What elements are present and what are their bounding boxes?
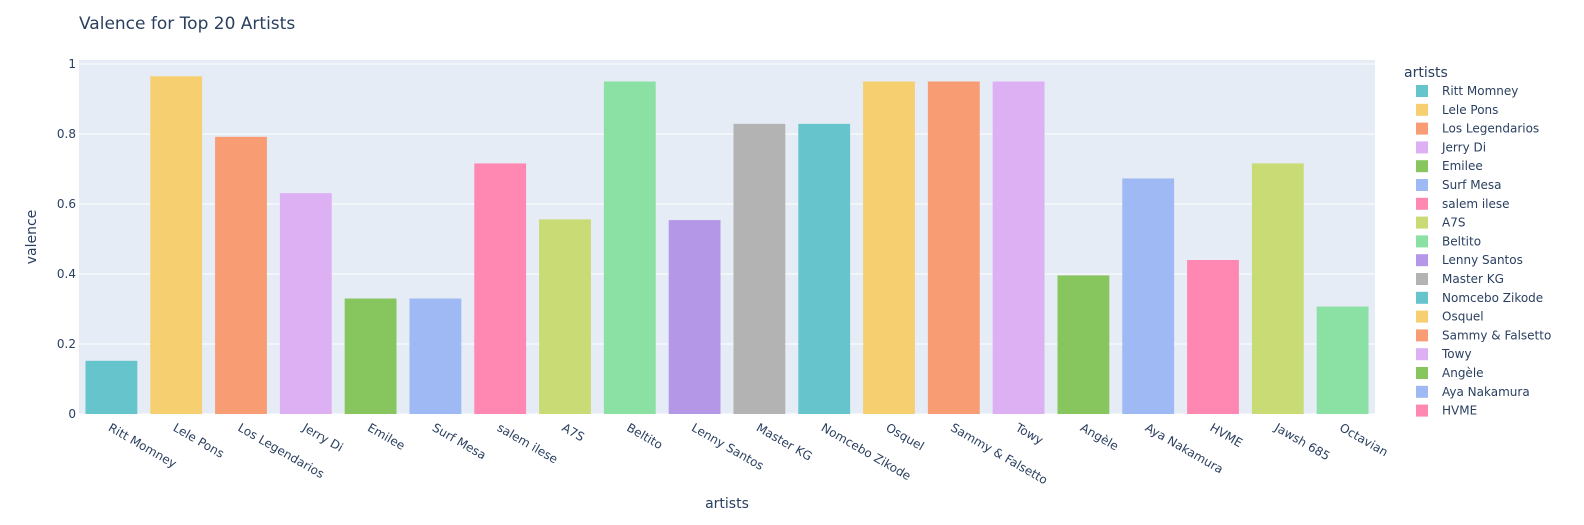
bar[interactable] <box>474 163 527 414</box>
x-axis-title: artists <box>705 496 749 512</box>
x-tick-label: Osquel <box>884 420 927 453</box>
legend-item-label[interactable]: Los Legendarios <box>1442 122 1539 136</box>
x-tick-label: Octavian <box>1337 420 1390 459</box>
legend-swatch[interactable] <box>1416 385 1428 398</box>
bar[interactable] <box>603 81 656 415</box>
x-tick-label: A7S <box>560 420 587 444</box>
x-tick-label: Jerry Di <box>299 420 345 455</box>
bar[interactable] <box>215 136 267 415</box>
legend-swatch[interactable] <box>1416 216 1428 229</box>
x-tick-label: HVME <box>1208 420 1245 450</box>
legend-swatch[interactable] <box>1416 273 1428 285</box>
legend-swatch[interactable] <box>1416 179 1428 191</box>
legend-item-label[interactable]: Beltito <box>1442 234 1481 248</box>
legend-item-label[interactable]: A7S <box>1442 216 1465 230</box>
y-tick-label: 0.8 <box>57 127 76 141</box>
legend-item-label[interactable]: Nomcebo Zikode <box>1442 291 1543 305</box>
legend[interactable]: artists Ritt Momney Lele Pons Los Legendar… <box>1404 65 1551 418</box>
legend-item-label[interactable]: HVME <box>1442 404 1477 418</box>
bar[interactable] <box>863 81 915 415</box>
legend-item-label[interactable]: Lenny Santos <box>1442 253 1523 267</box>
x-tick-label: Emilee <box>365 420 407 452</box>
legend-item-label[interactable]: Master KG <box>1442 272 1504 286</box>
legend-swatch[interactable] <box>1416 141 1428 154</box>
x-tick-label: Surf Mesa <box>430 420 489 462</box>
bar[interactable] <box>992 81 1045 415</box>
x-tick-label: Towy <box>1012 420 1045 447</box>
legend-item-label[interactable]: Emilee <box>1442 159 1483 173</box>
x-tick-label: Angèle <box>1078 420 1121 453</box>
legend-item-label[interactable]: Aya Nakamura <box>1442 385 1530 399</box>
legend-swatch[interactable] <box>1416 254 1428 267</box>
y-tick-label: 0 <box>68 407 76 421</box>
legend-swatch[interactable] <box>1416 235 1428 248</box>
bar[interactable] <box>1122 178 1175 414</box>
legend-swatch[interactable] <box>1416 367 1428 379</box>
legend-swatch[interactable] <box>1416 103 1428 116</box>
chart-title: Valence for Top 20 Artists <box>79 14 295 34</box>
bar[interactable] <box>798 123 851 414</box>
legend-swatch[interactable] <box>1416 85 1428 97</box>
x-tick-label: Lenny Santos <box>689 420 766 473</box>
y-axis-title: valence <box>24 210 40 265</box>
legend-item-label[interactable]: Surf Mesa <box>1442 178 1502 192</box>
x-tick-label: Jawsh 685 <box>1271 420 1332 463</box>
legend-item-label[interactable]: Lele Pons <box>1442 103 1498 117</box>
legend-item-label[interactable]: Towy <box>1441 347 1472 361</box>
x-tick-label: Beltito <box>624 420 665 452</box>
legend-swatch[interactable] <box>1416 348 1428 361</box>
legend-item-label[interactable]: Jerry Di <box>1441 140 1486 154</box>
bar[interactable] <box>1316 306 1369 414</box>
bar[interactable] <box>344 298 397 415</box>
bar[interactable] <box>409 298 462 415</box>
legend-item-label[interactable]: salem ilese <box>1442 197 1510 211</box>
legend-item-label[interactable]: Ritt Momney <box>1442 84 1518 98</box>
legend-swatch[interactable] <box>1416 122 1428 135</box>
bar[interactable] <box>150 76 203 414</box>
x-tick-label: Ritt Momney <box>106 420 179 470</box>
bar[interactable] <box>668 220 721 414</box>
bar[interactable] <box>539 219 591 414</box>
legend-item-label[interactable]: Osquel <box>1442 310 1484 324</box>
y-axis-ticks: 0 0.2 0.4 0.6 0.8 1 <box>57 57 76 421</box>
x-tick-label: salem ilese <box>495 420 560 466</box>
bar[interactable] <box>85 360 138 414</box>
bar[interactable] <box>1057 275 1110 414</box>
legend-item-label[interactable]: Angèle <box>1442 366 1484 380</box>
legend-item-label[interactable]: Sammy & Falsetto <box>1442 328 1551 342</box>
x-tick-label: Master KG <box>754 420 815 463</box>
bars <box>85 76 1369 415</box>
plot-background <box>79 60 1375 414</box>
legend-swatch[interactable] <box>1416 404 1428 417</box>
legend-swatch[interactable] <box>1416 197 1428 210</box>
legend-swatch[interactable] <box>1416 310 1428 323</box>
y-tick-label: 0.6 <box>57 197 76 211</box>
legend-swatch[interactable] <box>1416 291 1428 304</box>
bar[interactable] <box>733 123 786 414</box>
y-tick-label: 1 <box>68 57 76 71</box>
bar[interactable] <box>1251 163 1304 414</box>
bar[interactable] <box>279 193 332 414</box>
y-tick-label: 0.2 <box>57 337 76 351</box>
bar[interactable] <box>927 81 980 415</box>
y-tick-label: 0.4 <box>57 267 76 281</box>
legend-swatch[interactable] <box>1416 329 1428 342</box>
legend-title: artists <box>1404 65 1448 81</box>
bar[interactable] <box>1187 260 1239 414</box>
x-tick-label: Lele Pons <box>171 420 227 460</box>
legend-swatch[interactable] <box>1416 160 1428 173</box>
